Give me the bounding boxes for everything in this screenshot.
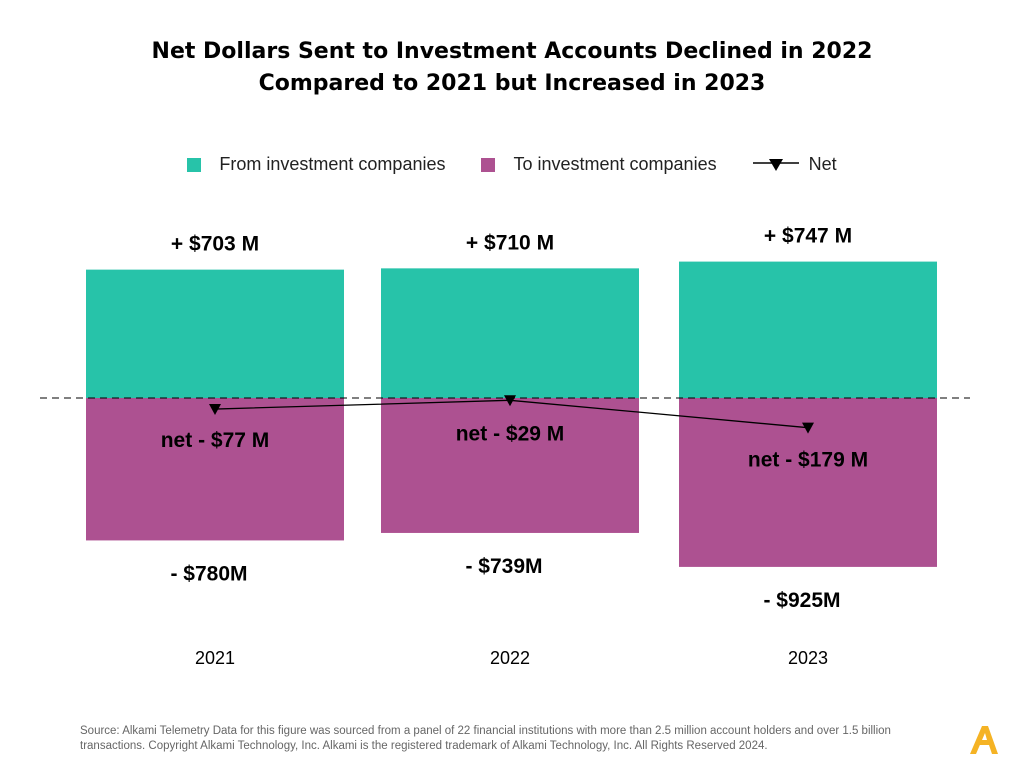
bar-from-2022 xyxy=(381,268,639,398)
x-tick-2023: 2023 xyxy=(788,648,828,668)
legend-item-net: Net xyxy=(752,154,837,175)
bar-from-2023 xyxy=(679,261,937,398)
legend-net-marker-icon xyxy=(752,158,799,171)
net-marker-2023 xyxy=(802,422,814,434)
chart-title-line-2: Compared to 2021 but Increased in 2023 xyxy=(258,71,766,96)
net-marker-2021 xyxy=(209,404,221,416)
x-tick-2021: 2021 xyxy=(195,648,235,668)
legend-item-from: From investment companies xyxy=(187,154,445,175)
bar-to-2021 xyxy=(86,398,344,541)
legend: From investment companies To investment … xyxy=(0,154,1024,175)
net-marker-2022 xyxy=(504,395,516,407)
label-from-2023: + $747 M xyxy=(764,225,852,248)
label-to-2021: - $780M xyxy=(170,562,247,585)
label-to-2023: - $925M xyxy=(763,589,840,612)
label-from-2021: + $703 M xyxy=(171,233,259,256)
legend-item-to: To investment companies xyxy=(481,154,717,175)
net-label-2023: net - $179 M xyxy=(748,449,868,472)
net-label-2021: net - $77 M xyxy=(161,429,270,452)
legend-swatch-from xyxy=(187,157,202,172)
legend-label-to: To investment companies xyxy=(513,154,717,174)
bar-from-2021 xyxy=(86,269,344,398)
bar-to-2022 xyxy=(381,398,639,533)
source-note: Source: Alkami Telemetry Data for this f… xyxy=(80,725,891,752)
alkami-a-logo-icon xyxy=(970,726,998,754)
net-label-2022: net - $29 M xyxy=(456,422,565,445)
legend-swatch-to xyxy=(481,157,496,172)
chart-title-line-1: Net Dollars Sent to Investment Accounts … xyxy=(151,39,873,64)
legend-label-net: Net xyxy=(808,154,837,174)
chart-title: Net Dollars Sent to Investment Accounts … xyxy=(0,36,1024,100)
x-tick-2022: 2022 xyxy=(490,648,530,668)
label-from-2022: + $710 M xyxy=(466,231,554,254)
label-to-2022: - $739M xyxy=(465,555,542,578)
legend-label-from: From investment companies xyxy=(219,154,446,174)
